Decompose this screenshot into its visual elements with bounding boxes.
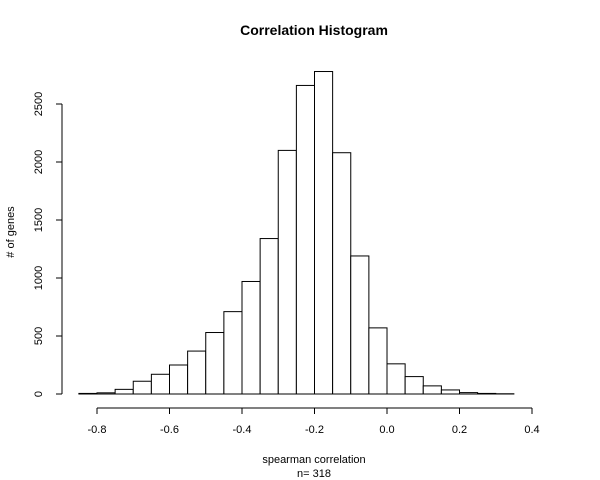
histogram-bar [78, 392, 98, 395]
bars-group [78, 71, 515, 395]
x-axis-sublabel: n= 318 [297, 468, 331, 480]
histogram-bar [169, 364, 189, 395]
x-tick-label: 0.4 [524, 424, 539, 436]
y-tick-label: 2000 [33, 150, 45, 174]
x-tick-label: -0.4 [233, 424, 252, 436]
histogram-bar [404, 376, 424, 395]
histogram-bar [259, 238, 279, 395]
x-tick-label: -0.2 [305, 424, 324, 436]
y-tick-label: 2500 [33, 92, 45, 116]
x-axis-label: spearman correlation [262, 454, 365, 466]
x-axis: -0.8 -0.6 -0.4 -0.2 0.0 0.2 0.4 [88, 407, 540, 436]
x-tick-label: 0.2 [452, 424, 467, 436]
histogram-bar [132, 380, 152, 395]
histogram-bar [350, 255, 370, 395]
chart-title: Correlation Histogram [240, 22, 388, 38]
y-axis: 0 500 1000 1500 2000 2500 [33, 92, 63, 397]
histogram-bar [422, 385, 442, 395]
histogram-bar [440, 389, 461, 395]
histogram-bar [295, 84, 316, 395]
histogram-bar [187, 350, 207, 395]
histogram-bar [386, 363, 406, 395]
histogram-bar [114, 388, 134, 395]
histogram-bar [314, 71, 334, 395]
histogram-bar [241, 280, 261, 395]
histogram-bar [477, 392, 497, 395]
histogram-bar [223, 311, 243, 395]
histogram-bar [459, 392, 479, 395]
x-tick-label: -0.8 [88, 424, 107, 436]
y-tick-label: 1000 [33, 266, 45, 290]
y-tick-label: 500 [33, 327, 45, 345]
y-tick-label: 1500 [33, 208, 45, 232]
histogram-bar [368, 327, 388, 395]
y-axis-label: # of genes [5, 206, 17, 258]
histogram-bar [96, 392, 116, 395]
histogram-bar [332, 152, 352, 395]
y-tick-label: 0 [33, 391, 45, 397]
x-tick-label: -0.6 [160, 424, 179, 436]
histogram-bar [150, 373, 171, 395]
histogram-bar [205, 332, 225, 395]
x-tick-label: 0.0 [379, 424, 394, 436]
histogram-bar [277, 149, 297, 395]
